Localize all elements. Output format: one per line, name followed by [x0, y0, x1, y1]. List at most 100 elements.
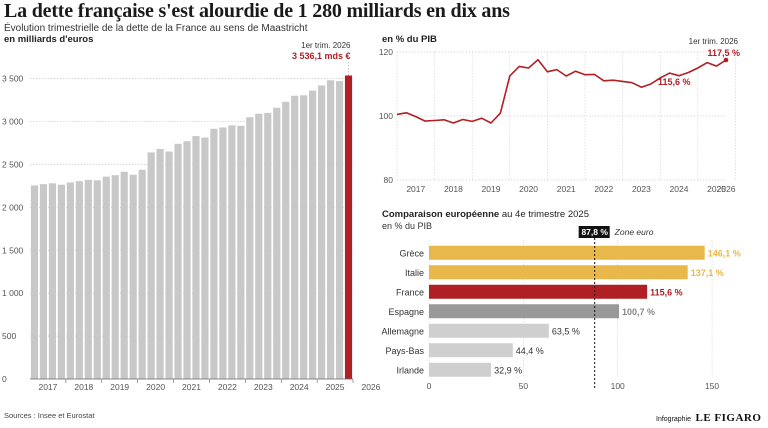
bar [84, 179, 92, 379]
bar-y-tick-label: 500 [2, 331, 16, 341]
bar [264, 112, 272, 380]
line-y-tick-label: 120 [379, 47, 393, 57]
bar [237, 125, 245, 380]
comparison-category-label: Irlande [396, 365, 424, 375]
bar-x-tick-label: 2023 [254, 382, 273, 392]
comparison-value-label: 146,1 % [708, 248, 741, 258]
bar [219, 127, 227, 379]
comparison-reference-label: Zone euro [614, 227, 654, 237]
comparison-x-tick-label: 50 [519, 381, 529, 391]
bar-highlight [344, 75, 353, 379]
bar [282, 101, 290, 379]
page-subtitle: Évolution trimestrielle de la dette de l… [4, 23, 308, 34]
comparison-value-label: 44,4 % [516, 346, 544, 356]
bar [228, 125, 236, 379]
comparison-bar [429, 304, 620, 319]
bar [318, 85, 326, 379]
bar-x-tick-label: 2017 [38, 382, 57, 392]
line-x-tick-label: 2022 [594, 184, 613, 194]
comparison-bar [429, 343, 513, 358]
bar-y-tick-label: 2 000 [2, 202, 24, 212]
bar [300, 95, 308, 379]
bar [93, 180, 101, 379]
sources-note: Sources : Insee et Eurostat [4, 411, 95, 420]
bar [165, 151, 173, 379]
line-chart-unit-label: en % du PIB [382, 34, 437, 45]
bar [30, 185, 39, 379]
bar [66, 182, 74, 379]
line-series [396, 58, 727, 124]
bar-x-tick-label: 2019 [110, 382, 129, 392]
line-x-tick-label: 2019 [482, 184, 501, 194]
bar [111, 175, 119, 379]
bar-x-tick-label: 2021 [182, 382, 201, 392]
bar [273, 107, 281, 380]
line-y-tick-label: 100 [379, 111, 393, 121]
line-x-tick-label: 2017 [406, 184, 425, 194]
line-x-tick-label: 2025 [707, 184, 726, 194]
comparison-x-tick-label: 0 [427, 381, 432, 391]
bar [120, 171, 128, 379]
comparison-x-tick-label: 100 [611, 381, 625, 391]
bar-y-tick-label: 3 000 [2, 117, 24, 127]
comparison-bar [429, 323, 549, 338]
bar [326, 80, 335, 380]
line-y-tick-label: 80 [384, 175, 394, 185]
comparison-value-label: 32,9 % [494, 365, 522, 375]
bar [192, 136, 200, 379]
bar [75, 181, 83, 379]
bar [57, 184, 65, 379]
bar-x-tick-label: 2018 [74, 382, 93, 392]
bar [48, 183, 57, 379]
bar-chart-unit-label: en milliards d'euros [4, 34, 94, 45]
line-highlight-label: 1er trim. 2026 [689, 37, 739, 46]
comparison-bar [429, 265, 688, 280]
comparison-category-label: Pays-Bas [385, 346, 424, 356]
bar [39, 184, 48, 379]
comparison-category-label: France [396, 287, 424, 297]
bar-x-tick-label: 2020 [146, 382, 165, 392]
line-x-tick-label: 2018 [444, 184, 463, 194]
comparison-bar [429, 362, 492, 377]
comparison-title-main: Comparaison européenne [382, 209, 500, 220]
bar-highlight-label: 1er trim. 2026 [301, 41, 351, 50]
bar [183, 141, 191, 379]
line-last-point [723, 57, 729, 63]
comparison-x-tick-label: 150 [705, 381, 719, 391]
bar [291, 95, 299, 379]
bar [335, 81, 344, 380]
brand-logo: LE FIGARO [695, 412, 762, 424]
bar [201, 137, 209, 379]
bar [174, 143, 182, 379]
bar-x-tick-label: 2026 [361, 382, 380, 392]
bar-x-tick-label: 2022 [218, 382, 237, 392]
comparison-category-label: Grèce [399, 248, 424, 258]
bar-x-tick-label: 2024 [290, 382, 309, 392]
bar-y-tick-label: 1 000 [2, 288, 24, 298]
line-x-tick-label: 2023 [632, 184, 651, 194]
comparison-bar [429, 245, 705, 260]
credit: Infographie LE FIGARO [656, 408, 761, 426]
bar [102, 176, 110, 379]
comparison-value-label: 115,6 % [650, 287, 683, 297]
bar-highlight-value-label: 3 536,1 mds € [292, 51, 351, 61]
bar [129, 174, 137, 379]
comparison-title-suffix: au 4e trimestre 2025 [501, 209, 589, 220]
line-x-tick-label: 2021 [557, 184, 576, 194]
page-title: La dette française s'est alourdie de 1 2… [4, 0, 510, 22]
bar [138, 169, 146, 379]
bar-y-tick-label: 2 500 [2, 159, 24, 169]
comparison-reference-value-label: 87,8 % [581, 227, 608, 237]
line-prev-value-label: 115,6 % [658, 77, 691, 87]
line-highlight-value-label: 117,5 % [707, 48, 740, 58]
comparison-value-label: 100,7 % [622, 307, 655, 317]
comparison-category-label: Allemagne [381, 326, 424, 336]
line-x-tick-label: 2026 [717, 184, 736, 194]
comparison-bar [429, 284, 648, 299]
bar [246, 117, 254, 379]
bar-y-tick-label: 0 [2, 374, 7, 384]
comparison-value-label: 137,1 % [691, 268, 724, 278]
bar [210, 128, 218, 379]
credit-label: Infographie [656, 416, 692, 423]
comparison-category-label: Espagne [388, 307, 424, 317]
